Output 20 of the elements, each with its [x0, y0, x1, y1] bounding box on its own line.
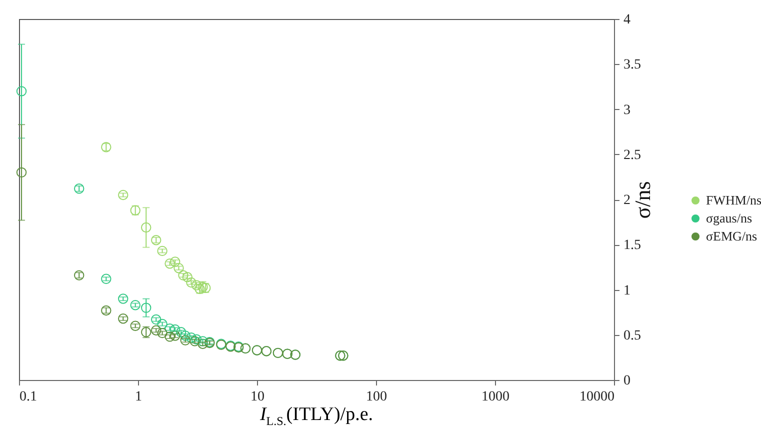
x-tick-label: 1000: [482, 390, 510, 404]
y-tick-label: 0: [624, 374, 630, 388]
legend-label: σEMG/ns: [706, 228, 758, 244]
legend-label: FWHM/ns: [706, 192, 761, 208]
y-tick-label: 3: [624, 102, 630, 118]
x-tick-label: 100: [366, 390, 387, 404]
legend-label: σgaus/ns: [706, 210, 752, 226]
y-tick-label: 2.5: [624, 148, 641, 163]
y-tick-label: 4: [624, 12, 630, 28]
x-tick-label: 1: [135, 390, 142, 404]
y-tick-label: 1.5: [624, 238, 641, 254]
x-tick-label: 10: [250, 390, 264, 404]
x-tick-label: 0.1: [20, 390, 37, 404]
y-tick-label: 3.5: [624, 58, 641, 73]
y-tick-label: 0.5: [624, 328, 641, 344]
y-axis-title: σ/ns: [630, 181, 655, 219]
x-axis-title: I$_{L.S.}$(ITLY)/p.e.: [258, 404, 374, 430]
y-tick-label: 2: [624, 193, 630, 208]
x-tick-label: 10000: [580, 390, 614, 404]
y-tick-label: 1: [624, 283, 630, 298]
